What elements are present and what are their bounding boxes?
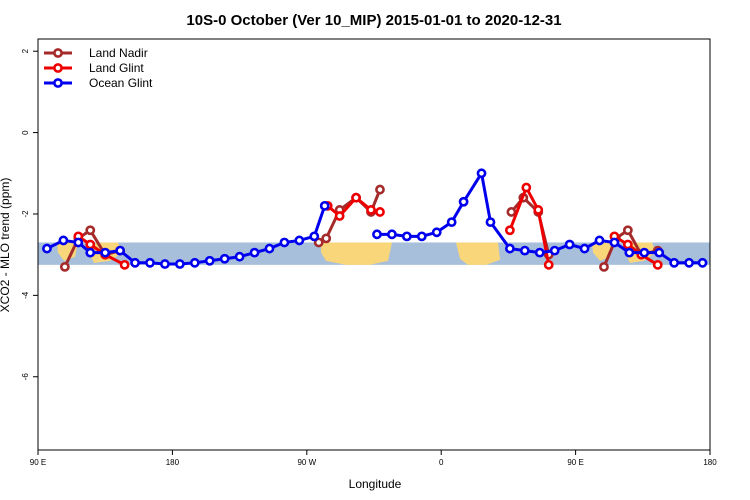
data-point-land-glint: [85, 239, 96, 250]
data-point-ocean-glint: [639, 247, 650, 258]
data-point-land-glint: [543, 259, 554, 270]
data-point-ocean-glint: [564, 239, 575, 250]
data-point-ocean-glint: [485, 217, 496, 228]
data-point-ocean-glint: [458, 196, 469, 207]
data-point-ocean-glint: [264, 243, 275, 254]
data-point-ocean-glint: [115, 245, 126, 256]
data-point-ocean-glint: [100, 247, 111, 258]
data-point-ocean-glint: [174, 259, 185, 269]
data-point-ocean-glint: [58, 235, 69, 246]
data-point-ocean-glint: [160, 259, 170, 269]
data-point-ocean-glint: [401, 231, 412, 242]
data-point-land-glint: [521, 182, 532, 193]
legend-marker-land-nadir: [53, 48, 63, 58]
land-mass: [456, 242, 500, 265]
y-tick-label: -4: [21, 291, 30, 299]
x-tick-label: 0: [439, 458, 444, 467]
data-point-ocean-glint: [189, 257, 200, 268]
data-point-land-nadir: [59, 261, 70, 272]
data-point-land-glint: [351, 192, 361, 203]
data-point-ocean-glint: [42, 243, 52, 254]
data-point-land-glint: [366, 205, 376, 215]
data-point-ocean-glint: [534, 247, 545, 258]
y-tick-label: -6: [21, 373, 30, 381]
axes: 90 E 180 90 W 0 90 E 180 2 0 -2 -4 -6: [21, 38, 717, 467]
data-point-land-glint: [119, 259, 130, 270]
data-point-ocean-glint: [549, 245, 560, 256]
data-point-land-nadir: [85, 225, 96, 236]
data-point-ocean-glint: [594, 235, 605, 246]
y-tick-label: -2: [21, 210, 30, 218]
data-point-ocean-glint: [219, 253, 230, 264]
data-point-ocean-glint: [624, 247, 635, 258]
data-point-ocean-glint: [416, 231, 427, 242]
series-line-land-glint: [77, 235, 126, 267]
legend-label-ocean-glint: Ocean Glint: [89, 76, 153, 90]
chart-title: 10S-0 October (Ver 10_MIP) 2015-01-01 to…: [186, 12, 561, 29]
x-tick-label: 90 E: [30, 458, 46, 467]
data-point-land-nadir: [599, 261, 609, 272]
data-point-ocean-glint: [130, 257, 140, 268]
data-point-land-nadir: [506, 207, 517, 217]
data-point-land-nadir: [375, 184, 385, 195]
land-mass: [321, 242, 392, 265]
x-tick-label: 180: [703, 458, 717, 467]
data-point-land-glint: [652, 259, 663, 270]
data-point-ocean-glint: [319, 200, 330, 211]
data-point-ocean-glint: [684, 257, 694, 268]
data-point-land-glint: [334, 211, 345, 221]
legend-marker-land-glint: [53, 63, 63, 73]
data-point-ocean-glint: [204, 255, 215, 266]
data-point-ocean-glint: [654, 247, 665, 258]
legend-label-land-nadir: Land Nadir: [89, 46, 148, 60]
data-point-ocean-glint: [234, 251, 245, 262]
data-point-ocean-glint: [446, 217, 457, 228]
data-point-ocean-glint: [85, 247, 96, 258]
data-point-ocean-glint: [476, 168, 487, 179]
series-line-land-glint: [508, 186, 551, 266]
y-tick-label: 2: [21, 48, 30, 53]
data-point-ocean-glint: [519, 245, 530, 256]
data-point-ocean-glint: [697, 257, 708, 268]
data-point-ocean-glint: [309, 231, 320, 242]
y-axis-label: XCO2 - MLO trend (ppm): [0, 178, 12, 313]
series-line-land-glint: [613, 235, 659, 267]
data-point-ocean-glint: [73, 237, 84, 248]
data-point-ocean-glint: [372, 229, 382, 240]
series-layer: [42, 168, 708, 272]
data-point-land-nadir: [313, 237, 324, 248]
legend-label-land-glint: Land Glint: [89, 61, 144, 75]
x-tick-label: 90 E: [567, 458, 583, 467]
data-point-ocean-glint: [145, 257, 155, 268]
data-point-ocean-glint: [579, 243, 590, 254]
data-point-ocean-glint: [669, 257, 680, 268]
data-point-land-glint: [622, 239, 633, 250]
x-axis-label: Longitude: [349, 477, 402, 491]
data-point-ocean-glint: [431, 227, 442, 238]
data-point-ocean-glint: [609, 237, 620, 248]
data-point-land-nadir: [321, 233, 332, 244]
legend-marker-ocean-glint: [53, 78, 63, 88]
x-tick-label: 180: [166, 458, 180, 467]
plot-frame: [37, 38, 711, 451]
data-point-land-glint: [504, 225, 515, 236]
data-point-ocean-glint: [294, 235, 305, 246]
data-point-land-glint: [533, 205, 544, 215]
x-tick-label: 90 W: [297, 458, 316, 467]
data-point-land-glint: [375, 207, 385, 217]
series-ocean-glint: [42, 168, 708, 269]
data-point-ocean-glint: [504, 243, 515, 254]
data-point-ocean-glint: [387, 229, 397, 240]
y-tick-label: 0: [21, 130, 30, 135]
data-point-ocean-glint: [279, 237, 290, 248]
data-point-ocean-glint: [249, 247, 260, 258]
data-point-land-nadir: [622, 225, 633, 236]
